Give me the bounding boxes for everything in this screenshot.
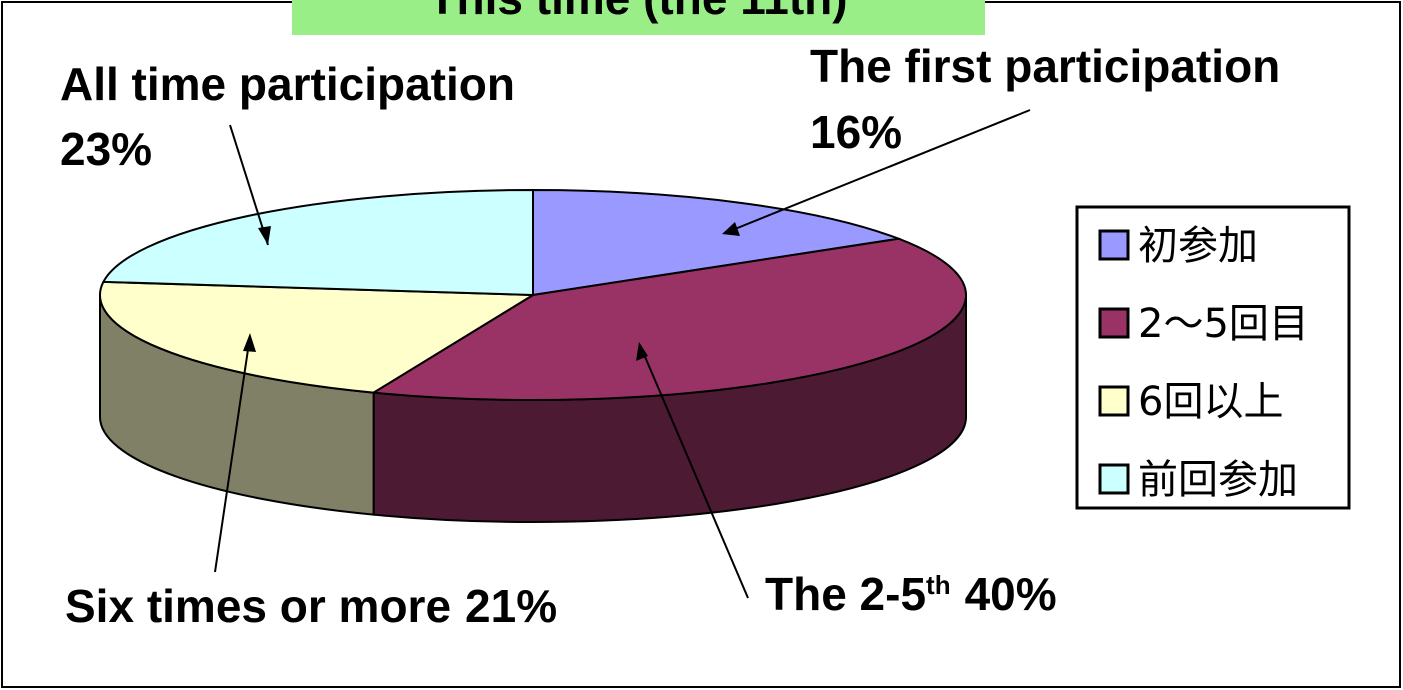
legend-swatch <box>1098 385 1130 417</box>
annotation-line: The 2-5th 40% <box>765 568 1057 620</box>
title-box <box>292 0 985 35</box>
leader-line <box>639 344 749 599</box>
value-label: 16% <box>810 106 902 158</box>
annotation-line: Six times or more 21% <box>65 580 557 632</box>
annotation: The 2-5 <box>765 568 926 620</box>
legend-label: 前回参加 <box>1138 457 1298 503</box>
legend-swatch <box>1098 307 1130 339</box>
annotation: Six times or more <box>65 580 451 632</box>
annotation: All time participation <box>60 58 515 110</box>
pie <box>99 188 967 523</box>
data-labels: The first participation 16% The 2-5th 40% Si… <box>60 40 1280 632</box>
arrowhead <box>722 222 740 236</box>
arrowhead <box>258 226 271 245</box>
chart-title: This time (the 11th) <box>428 0 847 24</box>
leader-line <box>214 335 251 573</box>
legend-label: 初参加 <box>1138 223 1258 269</box>
leader-lines <box>214 109 1031 599</box>
slice <box>532 188 903 297</box>
arrowhead <box>243 333 256 352</box>
arrowhead <box>636 342 648 361</box>
legend-swatch <box>1098 229 1130 261</box>
value-label: 40% <box>965 568 1057 620</box>
leader-line <box>229 124 269 246</box>
annotation: The first participation <box>810 40 1280 92</box>
slice <box>370 237 967 401</box>
leader-line <box>724 109 1031 234</box>
value-label: 23% <box>60 123 152 175</box>
value-label: 21% <box>465 580 557 632</box>
arrowheads <box>243 222 740 361</box>
slice <box>101 188 534 297</box>
legend-label: 6回以上 <box>1138 379 1283 425</box>
annotation-sup: th <box>926 570 951 600</box>
slice <box>99 280 537 394</box>
legend-swatch <box>1098 463 1130 495</box>
legend-label: 2～5回目 <box>1138 301 1309 347</box>
